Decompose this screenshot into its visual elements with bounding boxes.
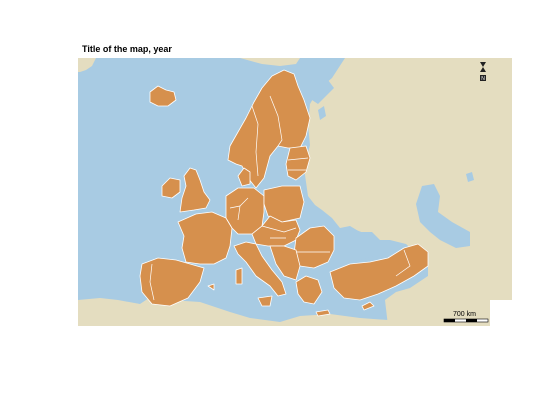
- france: [178, 212, 232, 264]
- scale-bar-label: 700 km: [453, 311, 476, 318]
- north-letter: N: [481, 76, 485, 82]
- blank-area: [490, 300, 512, 326]
- sardinia: [236, 268, 242, 284]
- benelux-germany: [226, 188, 264, 234]
- scale-bar-icon: [444, 319, 488, 322]
